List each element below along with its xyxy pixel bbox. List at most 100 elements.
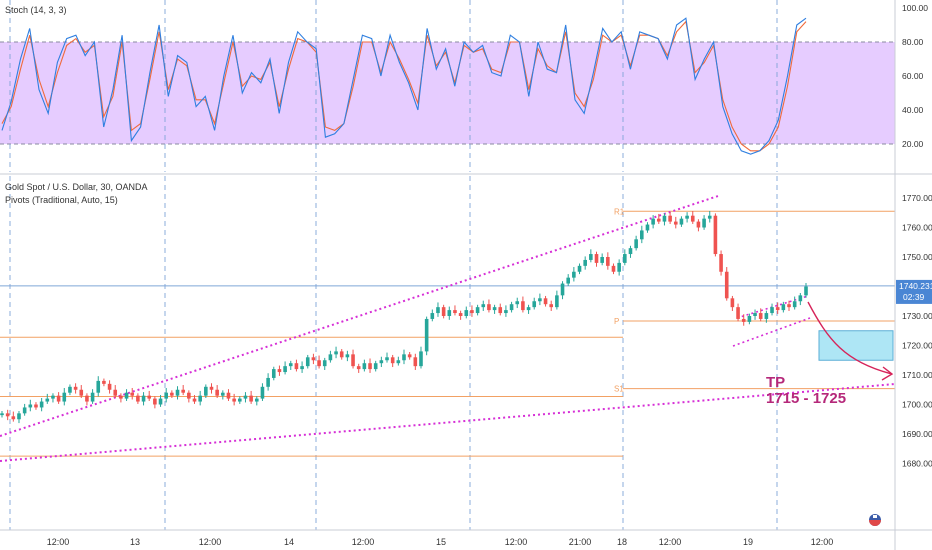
forecast-arrow[interactable] (807, 301, 893, 375)
candle-body (685, 215, 689, 219)
candle-body (662, 215, 667, 222)
stoch-tick-labels: 100.00 80.00 60.00 40.00 20.00 (902, 3, 928, 149)
candle-body (413, 357, 418, 367)
channel-upper-trendline[interactable] (0, 195, 719, 437)
pivot-label-p: P (614, 317, 619, 326)
candle-body (96, 380, 101, 393)
candle-body (594, 254, 599, 263)
candle-body (79, 389, 84, 396)
candle-body (481, 304, 486, 308)
target-zone-box[interactable] (818, 330, 894, 361)
candle-body (640, 230, 644, 240)
time-tick-label: 12:00 (811, 537, 834, 547)
candle-body (600, 257, 604, 263)
candle-body (283, 366, 287, 373)
candle-body (243, 395, 248, 399)
small-channel-upper[interactable] (736, 295, 809, 319)
candle-body (572, 271, 576, 278)
tp-label: TP (766, 374, 785, 391)
candle-body (645, 224, 650, 231)
price-tick-label: 1700.00 (902, 400, 932, 410)
candle-body (385, 357, 389, 361)
candle-body (679, 218, 684, 225)
candle-body (215, 389, 219, 396)
pivot-lines: R1 P S1 (614, 207, 895, 394)
candle-body (305, 357, 310, 367)
flag-icon[interactable] (869, 514, 881, 526)
time-tick-label: 12:00 (199, 537, 222, 547)
tp-range-label: 1715 - 1725 (766, 390, 846, 407)
price-tick-label: 1750.00 (902, 252, 932, 262)
candle-body (300, 366, 304, 370)
time-tick-label: 12:00 (47, 537, 70, 547)
candle-body (56, 395, 61, 402)
candle-body (634, 239, 638, 249)
small-channel-lower[interactable] (732, 317, 811, 347)
candle-body (775, 307, 780, 311)
time-tick-label: 18 (617, 537, 627, 547)
candle-body (611, 265, 616, 272)
candle-body (187, 392, 191, 399)
price-tick-label: 1730.00 (902, 311, 932, 321)
time-axis[interactable]: 12:00 13 12:00 14 12:00 15 12:00 21:00 18 12:00 19… (0, 529, 932, 547)
candle-body (198, 395, 202, 402)
channel-lower-trendline[interactable] (0, 383, 896, 462)
candle-body (5, 413, 10, 417)
candle-body (68, 386, 72, 393)
candle-body (45, 398, 50, 402)
stoch-tick-label: 40.00 (902, 105, 924, 115)
candle-body (294, 363, 299, 370)
candle-body (158, 398, 163, 405)
candle-body (730, 298, 735, 308)
candle-body (753, 313, 757, 316)
candle-body (181, 389, 185, 393)
time-tick-labels: 12:00 13 12:00 14 12:00 15 12:00 21:00 18 12:00 19… (47, 537, 834, 547)
candle-body (549, 304, 554, 308)
candle-body (436, 307, 440, 314)
price-scale[interactable]: 100.00 80.00 60.00 40.00 20.00 1770.00 1760.0… (894, 0, 932, 550)
candle-body (447, 310, 452, 316)
candle-body (555, 295, 559, 308)
price-title: Gold Spot / U.S. Dollar, 30, OANDA (5, 182, 148, 192)
time-tick-label: 15 (436, 537, 446, 547)
forecast-arrowhead (881, 366, 894, 381)
candle-body (424, 318, 429, 352)
candle-body (362, 363, 367, 370)
current-price-tag (896, 279, 932, 304)
candle-body (39, 401, 44, 408)
candle-body (453, 310, 457, 314)
candle-body (583, 259, 587, 266)
candle-body (707, 215, 712, 219)
candle-body (741, 318, 746, 322)
candle-body (102, 380, 106, 384)
candle-body (368, 363, 372, 370)
price-panel: R1 P S1 TP 1715 - 1725 Gold Spot / U.S. Do… (0, 176, 896, 530)
candle-body (124, 392, 129, 399)
price-tick-label: 1710.00 (902, 370, 932, 380)
candle-body (90, 392, 95, 402)
candle-body (254, 398, 259, 402)
candle-body (656, 218, 661, 222)
candle-body (509, 304, 514, 311)
candle-body (221, 392, 225, 396)
candle-body (770, 307, 774, 314)
candle-body (792, 301, 797, 308)
price-tick-label: 1760.00 (902, 223, 932, 233)
candle-body (617, 262, 621, 272)
candle-body (719, 254, 723, 272)
candle-body (521, 301, 525, 311)
stoch-title: Stoch (14, 3, 3) (5, 5, 67, 15)
candle-body (470, 310, 474, 314)
candle-body (277, 369, 282, 373)
price-tick-label: 1680.00 (902, 459, 932, 469)
candle-body (356, 366, 361, 370)
candle-body (515, 301, 520, 305)
candle-body (419, 351, 423, 367)
candle-body (526, 307, 531, 311)
candle-body (538, 298, 542, 302)
candle-body (260, 386, 265, 399)
candle-body (73, 386, 78, 390)
candle-body (322, 360, 327, 367)
